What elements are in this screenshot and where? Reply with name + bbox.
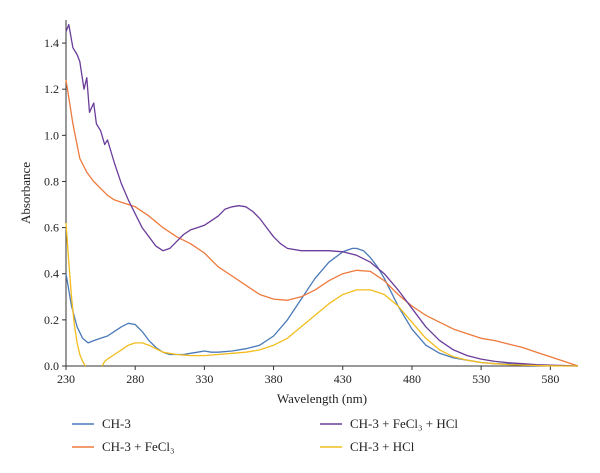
- x-tick-label: 380: [265, 372, 283, 386]
- series-line-1: [65, 79, 579, 367]
- axes: [65, 20, 578, 367]
- legend-item: CH-3 + FeCl₃: [72, 439, 175, 454]
- y-tick-label: 0.4: [44, 267, 59, 281]
- legend-label: CH-3 + HCl: [350, 439, 415, 454]
- series-group: [65, 23, 579, 367]
- y-tick-label: 0.0: [44, 359, 59, 373]
- legend-item: CH-3 + HCl: [320, 439, 415, 454]
- y-axis-title: Absorbance: [18, 162, 33, 224]
- legend: CH-3 CH-3 + FeCl₃ CH-3 + FeCl₃ + HCl CH-3 +…: [72, 416, 458, 454]
- y-ticks: 0.0 0.2 0.4 0.6 0.8 1.0 1.2 1.4: [44, 36, 66, 373]
- y-tick-label: 0.8: [44, 174, 59, 188]
- y-tick-label: 1.0: [44, 128, 59, 142]
- x-ticks: 230 280 330 380 430 480 530 580: [57, 366, 559, 386]
- x-tick-label: 280: [126, 372, 144, 386]
- legend-item: CH-3: [72, 416, 131, 431]
- legend-label: CH-3 + FeCl₃ + HCl: [350, 416, 458, 431]
- y-tick-label: 0.2: [44, 313, 59, 327]
- y-tick-label: 0.6: [44, 221, 59, 235]
- legend-label: CH-3 + FeCl₃: [102, 439, 175, 454]
- series-line-3: [65, 222, 578, 367]
- x-tick-label: 330: [195, 372, 213, 386]
- series-line-2: [65, 23, 579, 367]
- legend-label: CH-3: [102, 416, 131, 431]
- x-tick-label: 230: [57, 372, 75, 386]
- x-tick-label: 530: [472, 372, 490, 386]
- x-tick-label: 430: [334, 372, 352, 386]
- x-tick-label: 580: [541, 372, 559, 386]
- legend-item: CH-3 + FeCl₃ + HCl: [320, 416, 458, 431]
- series-line-0: [65, 247, 579, 367]
- x-axis-title: Wavelength (nm): [277, 391, 367, 406]
- y-tick-label: 1.2: [44, 82, 59, 96]
- x-tick-label: 480: [403, 372, 421, 386]
- y-tick-label: 1.4: [44, 36, 59, 50]
